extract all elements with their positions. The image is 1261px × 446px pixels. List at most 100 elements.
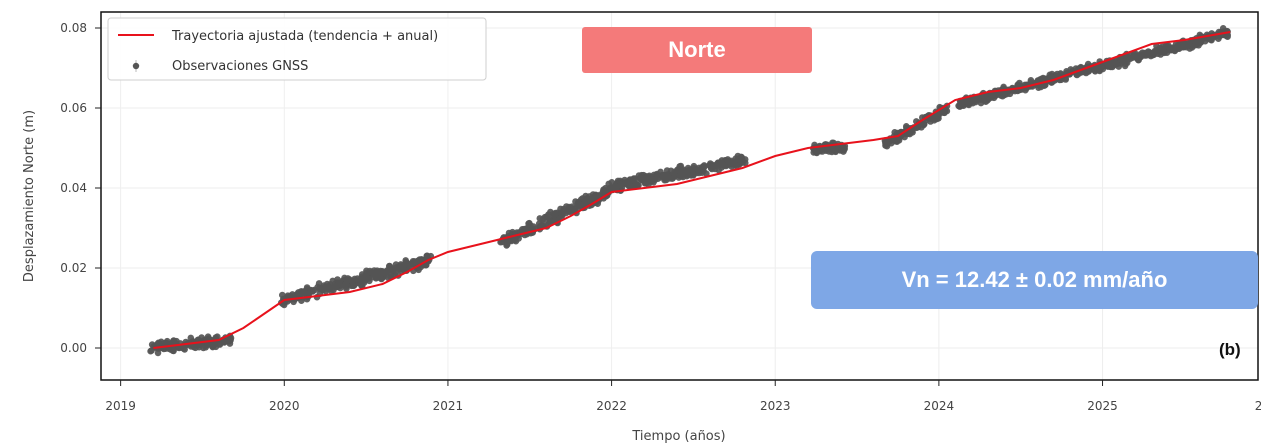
x-tick-label: 2023 [760,399,791,413]
observation-point [1113,60,1120,68]
y-tick-label: 0.04 [60,181,87,195]
observation-point [690,164,698,172]
observation-point [1147,52,1155,60]
legend-box [107,17,487,81]
observation-point [631,175,639,182]
observation-point [147,347,154,355]
observation-point [1179,43,1187,51]
observation-point [941,109,948,117]
observation-point [914,124,921,131]
observation-point [505,229,513,237]
observation-point [581,198,589,205]
observation-point [709,163,716,170]
plot-frame [100,11,1259,381]
observation-point [522,225,530,233]
observation-point [1062,76,1069,83]
fitted-trajectory-line [153,31,1231,349]
observation-point [653,170,661,178]
observation-point [181,346,188,353]
observation-point [187,334,195,342]
observation-point [546,217,554,224]
observation-point [981,97,988,104]
observation-point [1134,53,1141,60]
observation-point [999,92,1006,100]
observation-point [690,171,697,178]
observation-point [530,223,537,230]
x-tick-label: 2022 [596,399,627,413]
observation-point [411,259,418,266]
observation-point [1192,41,1200,49]
observation-point [525,220,532,227]
x-tick-label: 2021 [433,399,464,413]
observation-point [632,180,640,188]
observation-point [349,278,356,286]
observation-point [301,288,308,295]
panel-letter: (b) [1219,340,1241,359]
velocity-badge: Vn = 12.42 ± 0.02 mm/año [811,251,1258,309]
observation-point [664,173,672,180]
observation-point [674,166,681,174]
component-badge: Norte [582,27,812,73]
observation-point [626,182,633,190]
observation-point [901,133,908,141]
x-tick-label: 2024 [924,399,955,413]
observation-point [731,161,739,169]
x-axis-ticks: 2019 2020 2021 2022 2023 2024 2025 202 [105,380,1261,413]
observation-point [1159,45,1166,53]
observation-point [558,213,565,220]
observation-point [969,99,977,107]
observation-point [638,176,645,183]
observation-point [647,178,654,185]
observation-point [929,114,936,122]
x-axis-label: Tiempo (años) [631,429,725,444]
y-tick-label: 0.00 [60,341,87,355]
observation-point [227,336,234,344]
y-tick-label: 0.08 [60,21,87,35]
observation-point [557,205,564,213]
legend-marker-swatch [132,62,140,70]
observation-point [1121,62,1129,70]
observation-point [1163,49,1171,56]
observation-point [363,267,370,275]
observation-point [335,280,342,288]
observation-point [883,140,891,148]
observation-point [564,208,572,215]
observation-point [840,148,847,155]
observation-point [1093,64,1101,71]
x-tick-label: 202 [1255,399,1261,413]
observation-point [906,129,913,137]
observation-point [738,154,745,161]
observation-point [212,334,220,341]
observation-point [988,91,996,99]
x-tick-label: 2020 [269,399,300,413]
observation-point [617,181,625,188]
gnss-observations [147,25,1231,357]
observation-point [364,275,372,282]
observation-point [328,287,335,295]
observation-point [402,257,410,264]
observation-point [389,266,397,274]
observation-point [379,269,387,277]
observation-point [570,206,577,213]
observation-point [696,166,703,174]
observation-point [680,169,688,176]
observation-point [739,159,747,166]
y-axis-label: Desplazamiento Norte (m) [22,110,37,282]
observation-point [574,199,582,206]
observation-point [955,102,962,110]
legend-label-obs: Observaciones GNSS [172,59,308,74]
x-tick-label: 2025 [1087,399,1118,413]
legend: Trayectoria ajustada (tendencia + anual)… [107,17,487,81]
observation-point [701,163,708,170]
observation-point [1041,81,1049,89]
observation-point [830,146,837,153]
observation-point [600,188,607,195]
observation-point [320,282,328,289]
observation-point [1215,35,1222,42]
observation-point [718,164,725,171]
y-axis-ticks: 0.00 0.02 0.04 0.06 0.08 [60,21,101,355]
x-tick-label: 2019 [105,399,136,413]
observation-point [539,216,547,223]
legend-label-fit: Trayectoria ajustada (tendencia + anual) [171,29,438,44]
